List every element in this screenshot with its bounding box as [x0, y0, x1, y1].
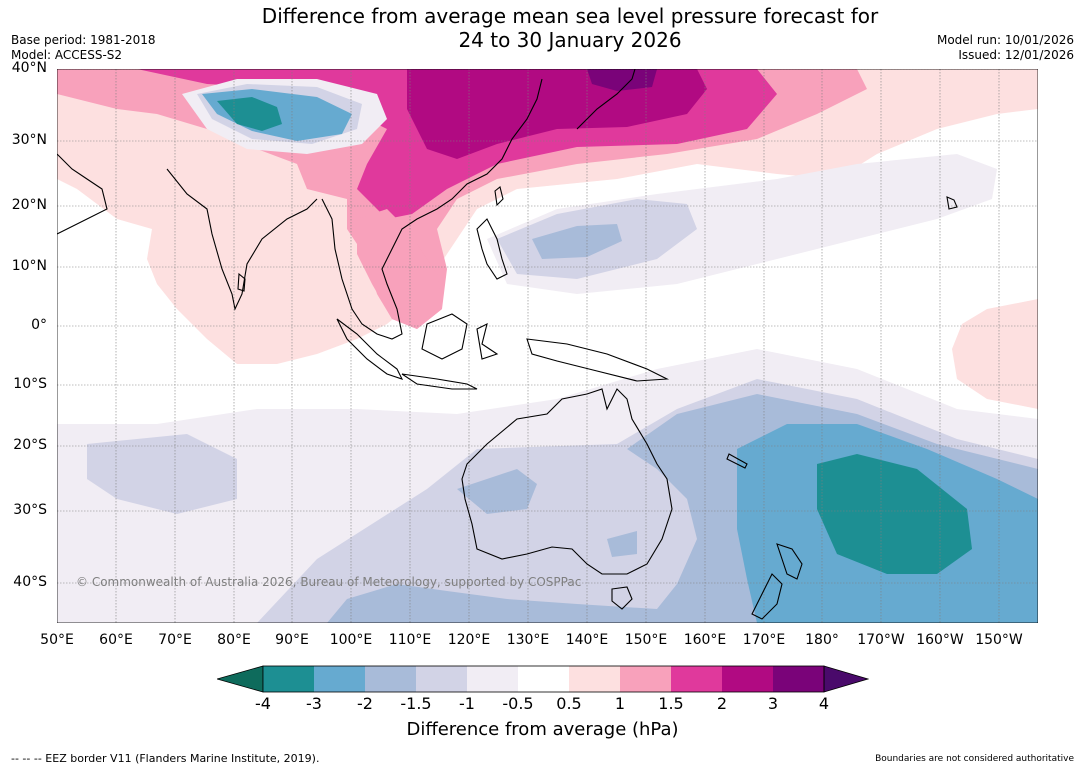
lon-label-180: 180° — [805, 632, 839, 648]
new-guinea — [526, 338, 670, 382]
positive-0.5-south-east-pacific — [952, 299, 1038, 409]
model-name: Model: ACCESS-S2 — [11, 48, 123, 62]
colorbar — [217, 665, 869, 693]
colorbar-bin-5 — [467, 666, 518, 692]
lon-label-170e: 170°E — [742, 632, 786, 648]
lat-label-30s: 30°S — [13, 502, 47, 518]
hawaii — [946, 196, 958, 210]
positive-0.5-north-east — [992, 69, 1038, 104]
new-zealand-south — [751, 573, 783, 620]
new-caledonia — [726, 453, 748, 469]
lon-label-90e: 90°E — [275, 632, 309, 648]
borneo — [421, 313, 468, 360]
positive-1-south-asia — [357, 209, 442, 329]
lat-label-10n: 10°N — [11, 258, 47, 274]
colorbar-over-arrow — [823, 665, 869, 693]
pressure-anomaly-map: © Commonwealth of Australia 2026, Bureau… — [57, 69, 1038, 623]
colorbar-label: Difference from average (hPa) — [406, 719, 679, 740]
lon-label-140e: 140°E — [565, 632, 609, 648]
new-zealand-north — [776, 543, 803, 580]
colorbar-frame — [262, 665, 825, 693]
issued-date: Issued: 12/01/2026 — [958, 48, 1074, 62]
lon-label-160w: 160°W — [916, 632, 964, 648]
lat-label-10s: 10°S — [13, 376, 47, 392]
philippines — [476, 218, 508, 280]
lat-label-20s: 20°S — [13, 437, 47, 453]
boundaries-disclaimer: Boundaries are not considered authoritat… — [875, 754, 1074, 764]
base-info: Base period: 1981-2018 Model: ACCESS-S2 — [11, 33, 156, 63]
lat-label-40n: 40°N — [11, 60, 47, 76]
java — [401, 373, 478, 390]
colorbar-bin-8 — [620, 666, 671, 692]
australia-coast — [461, 388, 673, 575]
negative-3-south — [817, 454, 972, 574]
lon-label-120e: 120°E — [447, 632, 491, 648]
lat-label-20n: 20°N — [11, 197, 47, 213]
lon-label-150w: 150°W — [975, 632, 1023, 648]
colorbar-tick-12: 4 — [818, 694, 830, 713]
colorbar-tick-11: 3 — [767, 694, 779, 713]
sri-lanka — [237, 272, 246, 292]
positive-2-north — [407, 69, 707, 159]
lon-label-130e: 130°E — [506, 632, 550, 648]
colorbar-tick-9: 1.5 — [658, 694, 684, 713]
colorbar-bin-9 — [671, 666, 722, 692]
map-title: Difference from average mean sea level p… — [170, 4, 970, 52]
eez-footnote: -- -- -- EEZ border V11 (Flanders Marine… — [11, 752, 320, 765]
colorbar-tick-8: 1 — [614, 694, 626, 713]
colorbar-bin-7 — [569, 666, 620, 692]
lon-label-100e: 100°E — [329, 632, 373, 648]
colorbar-tick-10: 2 — [716, 694, 728, 713]
lon-label-60e: 60°E — [99, 632, 133, 648]
colorbar-tick-7: 0.5 — [556, 694, 582, 713]
title-line-2: 24 to 30 January 2026 — [458, 28, 682, 52]
lon-label-110e: 110°E — [388, 632, 432, 648]
run-info: Model run: 10/01/2026 Issued: 12/01/2026 — [937, 33, 1074, 63]
colorbar-bin-11 — [773, 666, 824, 692]
lat-label-30n: 30°N — [11, 132, 47, 148]
lon-label-50e: 50°E — [40, 632, 74, 648]
burma-thailand-coast — [321, 78, 543, 340]
base-period: Base period: 1981-2018 — [11, 33, 156, 47]
colorbar-tick-1: -4 — [255, 694, 271, 713]
title-line-1: Difference from average mean sea level p… — [261, 4, 879, 28]
lon-label-150e: 150°E — [624, 632, 668, 648]
negative-1.5-north-pacific — [532, 224, 622, 259]
negative-3-tibet — [217, 97, 282, 131]
arabia-coast — [57, 153, 108, 235]
colorbar-bin-10 — [722, 666, 773, 692]
japan-coast — [576, 69, 636, 130]
colorbar-tick-5: -1 — [459, 694, 475, 713]
model-run: Model run: 10/01/2026 — [936, 33, 1074, 47]
lon-label-70e: 70°E — [158, 632, 192, 648]
colorbar-bin-2 — [314, 666, 365, 692]
colorbar-tick-2: -3 — [306, 694, 322, 713]
colorbar-tick-4: -1.5 — [400, 694, 432, 713]
colorbar-bin-6 — [518, 666, 569, 692]
colorbar-bin-3 — [365, 666, 416, 692]
colorbar-under-arrow — [217, 665, 264, 693]
colorbar-tick-6: -0.5 — [502, 694, 534, 713]
copyright-notice: © Commonwealth of Australia 2026, Bureau… — [76, 575, 581, 589]
lon-label-170w: 170°W — [857, 632, 905, 648]
lon-label-160e: 160°E — [683, 632, 727, 648]
colorbar-bin-4 — [416, 666, 467, 692]
sumatra — [336, 318, 404, 380]
lon-label-80e: 80°E — [217, 632, 251, 648]
tasmania — [611, 586, 633, 610]
india-coast — [166, 168, 318, 311]
anomaly-fill-layer — [57, 69, 1038, 623]
coastlines — [57, 69, 958, 620]
graticule — [57, 69, 1038, 623]
colorbar-bin-1 — [263, 666, 314, 692]
positive-3-north — [587, 69, 657, 91]
sulawesi — [476, 322, 499, 360]
lat-label-eq: 0° — [31, 317, 47, 333]
taiwan — [494, 186, 504, 207]
lat-label-40s: 40°S — [13, 574, 47, 590]
colorbar-tick-3: -2 — [357, 694, 373, 713]
